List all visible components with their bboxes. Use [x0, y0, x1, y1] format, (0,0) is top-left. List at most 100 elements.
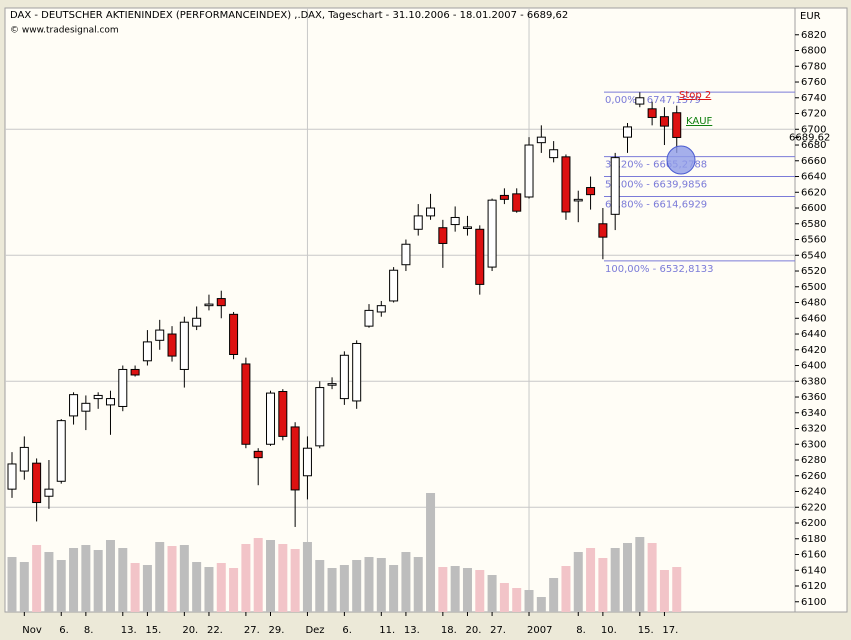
volume-bar	[19, 562, 29, 612]
candle-body	[586, 187, 596, 196]
x-tick-label: 15.	[638, 625, 654, 636]
volume-bar	[253, 538, 263, 612]
candle-body	[216, 298, 226, 307]
volume-bar	[598, 558, 608, 612]
candle-body	[438, 227, 448, 244]
volume-bar	[302, 542, 312, 612]
y-tick-label: 6400	[801, 361, 826, 372]
y-tick-label: 6120	[801, 581, 826, 592]
candle-body	[623, 126, 632, 138]
x-tick-label: 13.	[404, 625, 420, 636]
candle-body	[672, 112, 682, 138]
y-tick-label: 6180	[801, 534, 826, 545]
x-tick-label: 22.	[207, 625, 223, 636]
fib-label: 61,80% - 6614,6929	[605, 199, 707, 210]
volume-bar	[7, 557, 17, 612]
volume-bar	[561, 566, 571, 612]
x-tick-label: Dez	[305, 625, 324, 636]
candle-body	[32, 462, 42, 504]
candle-body	[487, 199, 497, 268]
candle-body	[253, 450, 263, 459]
x-tick-label: 11.	[379, 625, 395, 636]
volume-bar	[487, 575, 497, 612]
volume-bar	[512, 588, 522, 612]
candle-body	[573, 198, 583, 202]
x-tick-label: 2007	[527, 625, 552, 636]
x-tick-label: 6.	[342, 625, 352, 636]
volume-bar	[69, 548, 79, 612]
volume-bar	[179, 545, 189, 612]
y-tick-label: 6380	[801, 376, 826, 387]
y-tick-label: 6720	[801, 109, 826, 120]
x-tick-label: 6.	[59, 625, 69, 636]
candle-body	[401, 243, 411, 266]
candle-body	[290, 426, 300, 491]
candle-body	[413, 215, 423, 230]
volume-bar	[475, 570, 485, 612]
volume-bar	[204, 567, 214, 612]
volume-bar	[192, 562, 202, 612]
candle-body	[167, 333, 177, 357]
candle-body	[462, 226, 472, 229]
candle-body	[142, 341, 152, 362]
candle-body	[327, 383, 337, 386]
candle-body	[241, 363, 251, 445]
fib-label: 100,00% - 6532,8133	[605, 264, 714, 275]
signal-marker	[666, 145, 696, 175]
candle-body	[192, 317, 202, 327]
plot-area	[4, 7, 796, 613]
candle-body	[499, 194, 509, 200]
y-tick-label: 6240	[801, 487, 826, 498]
volume-bar	[586, 548, 596, 612]
candle-body	[179, 321, 189, 370]
candle-body	[302, 447, 312, 477]
volume-bar	[672, 567, 682, 612]
volume-bar	[401, 552, 411, 612]
volume-bar	[462, 568, 472, 612]
y-tick-label: 6580	[801, 219, 826, 230]
chart-subtitle: © www.tradesignal.com	[10, 26, 119, 36]
candle-body	[339, 354, 349, 400]
volume-bar	[105, 540, 115, 612]
candle-body	[610, 157, 620, 215]
candle-body	[229, 313, 239, 355]
candle-body	[475, 228, 485, 285]
fib-label: 0,00% - 6747,1579	[605, 95, 701, 106]
x-tick-label: 8.	[84, 625, 94, 636]
y-tick-label: 6560	[801, 235, 826, 246]
x-tick-label: 15.	[145, 625, 161, 636]
candle-body	[524, 144, 534, 198]
fib-label: 50,00% - 6639,9856	[605, 180, 707, 191]
y-tick-label: 6220	[801, 502, 826, 513]
x-tick-label: Nov	[22, 625, 42, 636]
x-tick-label: 27.	[244, 625, 260, 636]
candle-body	[376, 305, 386, 313]
volume-bar	[216, 563, 226, 612]
candle-body	[105, 398, 115, 406]
chart-title: DAX - DEUTSCHER AKTIENINDEX (PERFORMANCE…	[10, 10, 568, 21]
candle-body	[635, 97, 645, 105]
candle-body	[204, 303, 214, 307]
volume-bar	[426, 493, 436, 612]
currency-label: EUR	[800, 11, 821, 22]
volume-bar	[155, 542, 165, 612]
volume-bar	[339, 565, 349, 612]
x-tick-label: 13.	[121, 625, 137, 636]
volume-bar	[549, 578, 559, 612]
x-tick-label: 18.	[441, 625, 457, 636]
volume-bar	[352, 560, 362, 612]
volume-bar	[167, 546, 177, 612]
candle-body	[549, 149, 559, 159]
candle-body	[44, 488, 54, 497]
candle-body	[69, 394, 79, 417]
volume-bar	[364, 557, 374, 612]
volume-bar	[241, 544, 251, 612]
y-tick-label: 6740	[801, 93, 826, 104]
volume-bar	[438, 567, 448, 612]
volume-bar	[278, 544, 288, 612]
volume-bar	[290, 549, 300, 612]
x-tick-label: 10.	[601, 625, 617, 636]
volume-bar	[573, 552, 583, 612]
buy-annotation: KAUF	[686, 116, 713, 127]
